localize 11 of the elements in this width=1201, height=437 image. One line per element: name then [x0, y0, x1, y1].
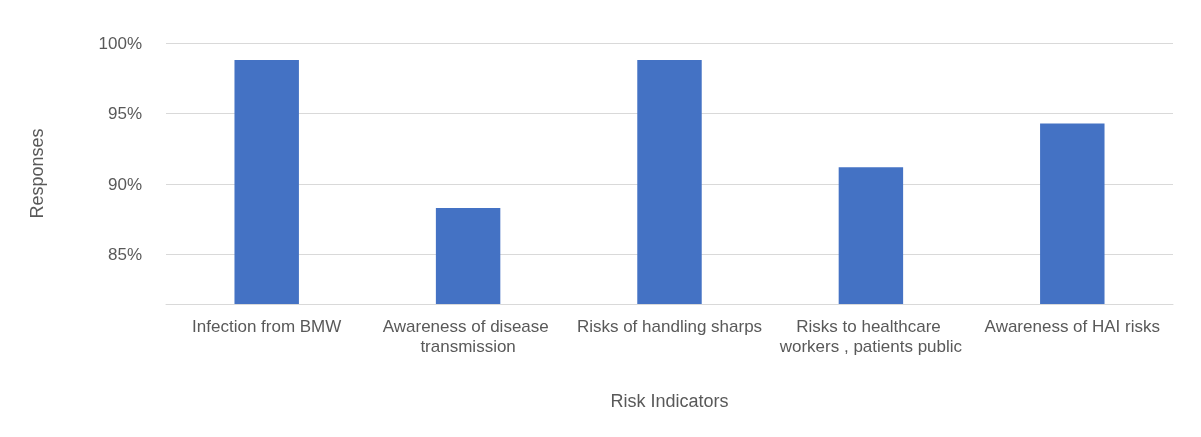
y-axis-title: Responses	[27, 128, 47, 219]
y-tick-label: 95%	[107, 104, 142, 124]
y-tick-label: 100%	[98, 33, 142, 53]
y-tick-label: 90%	[107, 174, 142, 194]
x-axis-title: Risk Indicators	[610, 391, 729, 411]
y-tick-label: 85%	[107, 245, 142, 265]
x-tick-label: Awareness of HAI risks	[984, 316, 1161, 336]
x-tick-label: Risks of handling sharps	[576, 316, 763, 336]
x-tick-label: Risks to healthcare workers , patients public	[778, 316, 963, 356]
x-tick-label: Awareness of disease transmission	[382, 316, 554, 356]
x-tick-label: Infection from BMW	[192, 316, 342, 336]
